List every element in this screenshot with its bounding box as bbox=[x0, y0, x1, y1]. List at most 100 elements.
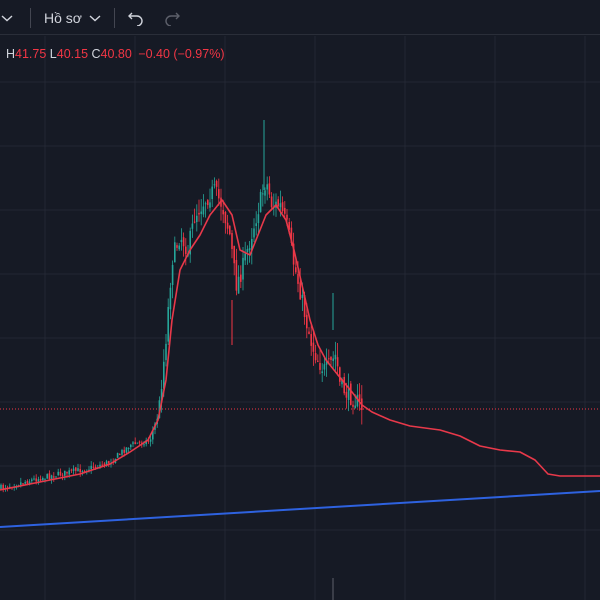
candle-body bbox=[178, 245, 180, 250]
candle-body bbox=[257, 214, 260, 224]
grid-lines bbox=[0, 36, 600, 600]
interval-dropdown[interactable] bbox=[0, 0, 18, 35]
candle-body bbox=[358, 394, 361, 401]
candle-body bbox=[94, 466, 97, 468]
candle-body bbox=[295, 267, 297, 273]
candle-body bbox=[79, 469, 81, 473]
candle-body bbox=[125, 447, 128, 453]
candle-body bbox=[339, 367, 341, 382]
candle-body bbox=[152, 430, 154, 440]
candle-body bbox=[105, 461, 108, 466]
candle-body bbox=[200, 211, 202, 214]
candle-body bbox=[24, 482, 26, 484]
candle-body bbox=[242, 257, 244, 280]
candle-body bbox=[297, 274, 299, 284]
ohlc-legend: H41.75 L40.15 C40.80 −0.40 (−0.97%) bbox=[6, 47, 224, 61]
candle-body bbox=[70, 469, 73, 471]
chart-canvas[interactable] bbox=[0, 36, 600, 600]
trendline[interactable] bbox=[0, 490, 600, 528]
candle-body bbox=[149, 439, 152, 442]
candle-body bbox=[160, 389, 163, 403]
candle-body bbox=[215, 181, 218, 187]
candle-body bbox=[251, 239, 253, 251]
candle-body bbox=[218, 189, 220, 199]
candle-body bbox=[204, 203, 207, 205]
candle-body bbox=[336, 357, 339, 367]
candle-body bbox=[33, 478, 35, 480]
candle-body bbox=[72, 468, 75, 471]
undo-button[interactable] bbox=[127, 0, 149, 35]
candle-body bbox=[286, 214, 288, 220]
candle-body bbox=[2, 484, 4, 489]
candle-body bbox=[308, 331, 310, 334]
candle-body bbox=[132, 442, 134, 444]
candle-body bbox=[345, 391, 348, 398]
profile-dropdown[interactable]: Hồ sơ bbox=[44, 0, 102, 35]
candle-body bbox=[347, 386, 350, 401]
candle-body bbox=[191, 223, 194, 229]
candle-body bbox=[281, 202, 284, 212]
candle-body bbox=[171, 264, 174, 285]
change-value: −0.40 (−0.97%) bbox=[138, 47, 225, 61]
candle-body bbox=[198, 212, 200, 215]
candle-body bbox=[81, 471, 84, 473]
candle-body bbox=[207, 200, 209, 206]
candle-body bbox=[306, 314, 308, 329]
candle-body bbox=[0, 484, 2, 490]
close-label: C bbox=[91, 47, 101, 61]
candle-body bbox=[75, 467, 77, 471]
candle-body bbox=[138, 441, 141, 443]
candle-body bbox=[55, 476, 57, 478]
candle-body bbox=[323, 364, 326, 370]
candle-body bbox=[130, 444, 132, 448]
candle-body bbox=[255, 223, 257, 227]
candle-body bbox=[121, 450, 123, 455]
candle-body bbox=[68, 470, 70, 475]
candle-body bbox=[99, 464, 101, 467]
candle-body bbox=[321, 371, 323, 374]
candle-body bbox=[167, 306, 169, 342]
candle-body bbox=[237, 276, 240, 294]
candle-body bbox=[284, 207, 286, 214]
candle-body bbox=[334, 354, 337, 360]
toolbar-divider bbox=[30, 8, 31, 28]
moving-average-line bbox=[0, 199, 600, 491]
candle-body bbox=[143, 444, 145, 446]
candle-body bbox=[253, 228, 255, 238]
candle-body bbox=[325, 359, 328, 365]
candle-body bbox=[301, 294, 304, 299]
candle-body bbox=[196, 215, 198, 222]
candle-body bbox=[343, 377, 345, 394]
candle-body bbox=[42, 477, 44, 481]
candle-body bbox=[268, 183, 271, 195]
candle-body bbox=[123, 449, 125, 453]
chevron-down-icon bbox=[89, 14, 101, 21]
candle-body bbox=[328, 358, 330, 360]
candle-body bbox=[37, 479, 40, 482]
candle-body bbox=[116, 453, 119, 458]
candle-body bbox=[303, 295, 306, 318]
candle-body bbox=[189, 230, 191, 255]
candle-body bbox=[222, 210, 224, 215]
candle-body bbox=[209, 202, 211, 208]
candle-body bbox=[288, 221, 290, 230]
price-chart[interactable] bbox=[0, 36, 600, 600]
candle-body bbox=[229, 225, 231, 235]
candle-body bbox=[163, 361, 165, 389]
candle-body bbox=[44, 478, 46, 480]
candle-body bbox=[103, 463, 106, 466]
candle-body bbox=[350, 383, 352, 405]
candle-body bbox=[39, 478, 42, 481]
candle-body bbox=[77, 468, 79, 472]
candle-body bbox=[119, 454, 121, 456]
candle-body bbox=[292, 243, 295, 265]
candle-body bbox=[314, 353, 317, 361]
candle-body bbox=[264, 190, 266, 196]
low-value: 40.15 bbox=[56, 47, 89, 61]
redo-button[interactable] bbox=[163, 0, 185, 35]
top-toolbar: Hồ sơ bbox=[0, 0, 600, 35]
candle-body bbox=[59, 471, 62, 476]
candle-body bbox=[83, 470, 86, 472]
candle-body bbox=[88, 469, 90, 471]
candle-body bbox=[352, 404, 354, 407]
